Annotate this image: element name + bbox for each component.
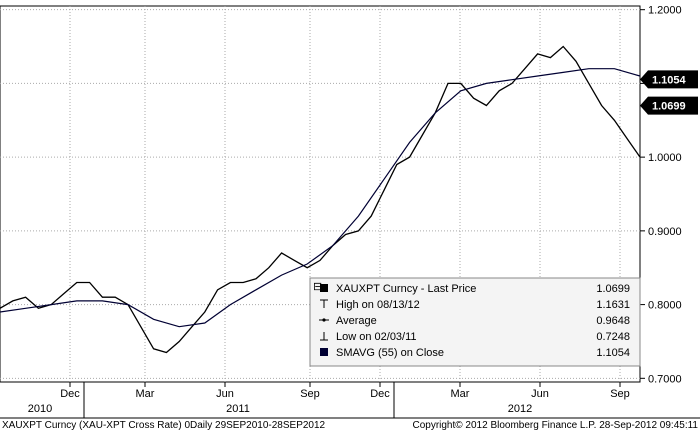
x-tick-label: Jun <box>531 388 549 400</box>
y-tick-label: 0.7000 <box>648 373 682 385</box>
y-tick-label: 1.2000 <box>648 5 682 17</box>
year-label: 2012 <box>508 403 532 415</box>
price-tag: 1.0699 <box>640 96 698 115</box>
x-tick-label: Dec <box>370 388 390 400</box>
price-tag-box <box>640 96 698 115</box>
average-icon <box>322 318 326 322</box>
x-tick-label: Sep <box>610 388 630 400</box>
legend-value: 0.7248 <box>596 331 630 343</box>
footer-left: XAUXPT Curncy (XAU-XPT Cross Rate) 0Dail… <box>2 420 326 431</box>
y-tick-label: 0.8000 <box>648 300 682 312</box>
year-label: 2010 <box>28 403 52 415</box>
legend-value: 1.1054 <box>596 347 630 359</box>
legend-label: XAUXPT Curncy - Last Price <box>336 283 476 295</box>
legend-square-icon <box>320 284 328 292</box>
footer-right: Copyright© 2012 Bloomberg Finance L.P. 2… <box>412 420 698 431</box>
plot-frame <box>0 5 641 383</box>
legend-collapse-icon: ⊟ <box>313 281 322 293</box>
legend-value: 0.9648 <box>596 315 630 327</box>
series-lines <box>0 45 641 354</box>
price-line <box>0 45 641 354</box>
x-tick-label: Jun <box>216 388 234 400</box>
y-tick-label: 0.9000 <box>648 226 682 238</box>
legend-square-icon <box>320 348 328 356</box>
x-tick-label: Mar <box>136 388 155 400</box>
y-tick-label: 1.0000 <box>648 152 682 164</box>
legend-value: 1.1631 <box>596 299 630 311</box>
sma-tag: 1.1054 <box>640 70 698 89</box>
legend-label: SMAVG (55) on Close <box>336 347 444 359</box>
sma-line <box>0 68 641 328</box>
price-tags: 1.1054 1.0699 <box>640 70 698 115</box>
x-tick-label: Dec <box>60 388 80 400</box>
legend-value: 1.0699 <box>596 283 630 295</box>
sma-tag-box <box>640 70 698 89</box>
x-tick-label: Sep <box>300 388 320 400</box>
price-tag-value: 1.0699 <box>652 101 686 113</box>
x-tick-label: Mar <box>451 388 470 400</box>
legend-label: High on 08/13/12 <box>336 299 420 311</box>
year-label: 2011 <box>226 403 250 415</box>
legend-label: Average <box>336 315 377 327</box>
sma-tag-value: 1.1054 <box>652 74 687 86</box>
legend: XAUXPT Curncy - Last Price 1.0699 High on … <box>309 277 641 367</box>
grid <box>0 5 641 383</box>
legend-label: Low on 02/03/11 <box>336 331 417 343</box>
legend-box <box>309 277 641 367</box>
x-axis: Dec Mar Jun Sep Dec Mar Jun Sep 2010 2011 2012 <box>0 382 700 419</box>
